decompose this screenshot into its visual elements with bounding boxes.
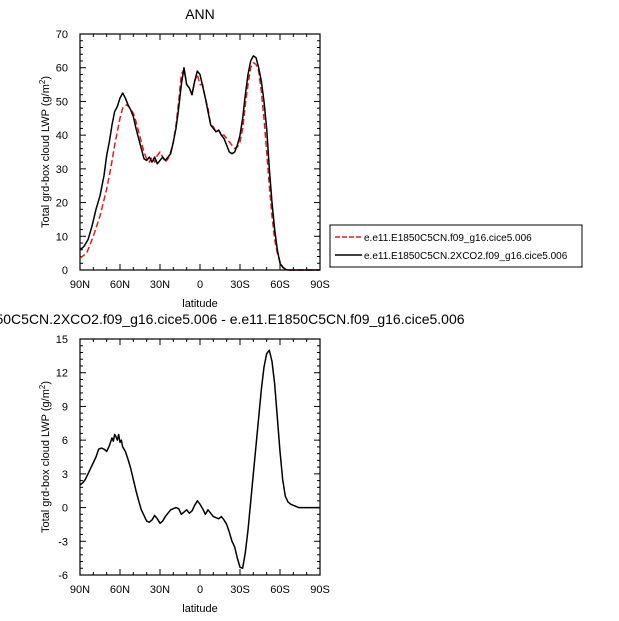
bottom-panel: 50C5CN.2XCO2.f09_g16.cice5.006 - e.e11.E… [0, 311, 465, 615]
x-tick-label: 0 [197, 279, 203, 291]
x-tick-label: 90S [310, 584, 330, 596]
y-tick-label: 12 [56, 368, 68, 380]
x-tick-label: 60S [270, 279, 290, 291]
plot-frame [79, 33, 321, 271]
series-line-1 [79, 55, 320, 271]
chart-title: ANN [185, 6, 215, 22]
x-tick-label: 90N [70, 584, 90, 596]
y-tick-label: -3 [58, 536, 68, 548]
legend: e.e11.E1850C5CN.f09_g16.cice5.006 e.e11.E… [329, 224, 583, 268]
x-tick-label: 60S [270, 584, 290, 596]
y-tick-label: 15 [56, 334, 68, 346]
x-tick-label: 30S [230, 584, 250, 596]
legend-entry-0: e.e11.E1850C5CN.f09_g16.cice5.006 [364, 233, 532, 244]
x-tick-label: 0 [197, 584, 203, 596]
y-tick-label: 30 [56, 164, 68, 176]
y-tick-label: 70 [56, 29, 68, 41]
y-axis-label: Total grd-box cloud LWP (g/m2) [38, 76, 52, 228]
series-line-0 [79, 61, 320, 271]
x-tick-label: 90S [310, 279, 330, 291]
chart-title: 50C5CN.2XCO2.f09_g16.cice5.006 - e.e11.E… [0, 311, 465, 327]
legend-box [329, 224, 583, 268]
y-axis-label: Total grd-box cloud LWP (g/m2) [38, 381, 52, 533]
y-tick-label: 50 [56, 96, 68, 108]
x-tick-label: 30N [150, 584, 170, 596]
y-tick-label: 3 [62, 469, 68, 481]
y-tick-label: 10 [56, 231, 68, 243]
y-tick-label: 0 [62, 265, 68, 277]
x-tick-label: 60N [110, 584, 130, 596]
top-panel: ANN 90N 60N 30N 0 30S 60S 90S 0 10 20 30 40 50 60 70 lat… [38, 6, 330, 310]
x-axis-label: latitude [182, 603, 217, 615]
x-tick-label: 90N [70, 279, 90, 291]
legend-entry-1: e.e11.E1850C5CN.2XCO2.f09_g16.cice5.006 [364, 251, 568, 262]
x-tick-label: 30N [150, 279, 170, 291]
y-tick-label: 40 [56, 130, 68, 142]
x-axis-label: latitude [182, 298, 217, 310]
plot-frame [79, 338, 321, 576]
x-tick-label: 60N [110, 279, 130, 291]
y-tick-label: 9 [62, 401, 68, 413]
y-tick-label: 60 [56, 63, 68, 75]
x-tick-label: 30S [230, 279, 250, 291]
series-line-0 [79, 349, 320, 570]
y-tick-label: 0 [62, 503, 68, 515]
y-tick-label: 20 [56, 198, 68, 210]
y-tick-label: 6 [62, 435, 68, 447]
y-tick-label: -6 [58, 570, 68, 582]
